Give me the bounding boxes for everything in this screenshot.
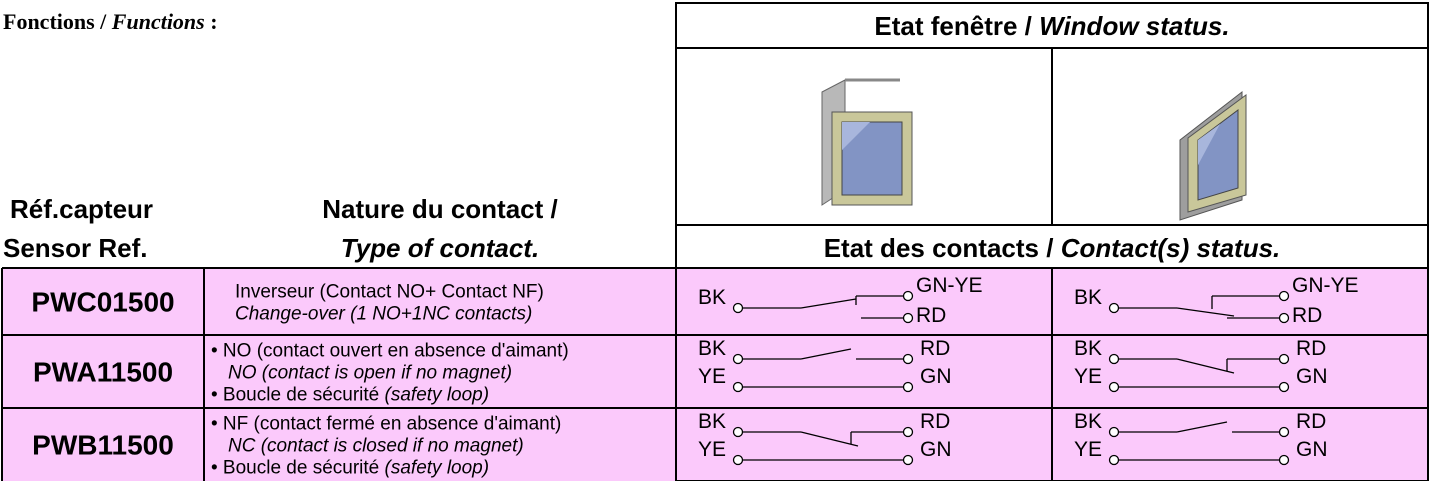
contact-description: • NF (contact fermé en absence d'aimant): [211, 414, 561, 435]
text-run: • Boucle de sécurité: [211, 458, 385, 479]
sensor-ref: PWB11500: [32, 430, 174, 461]
wire-label: YE: [1074, 438, 1102, 461]
terminal: [732, 426, 744, 438]
terminal: [1278, 353, 1290, 365]
contact-description: Inverseur (Contact NO+ Contact NF): [235, 282, 544, 303]
contact-description: NO (contact is open if no magnet): [228, 363, 512, 384]
wire-label: RD: [1292, 304, 1322, 327]
terminal: [902, 353, 914, 365]
wire: [800, 431, 859, 447]
contact-description: • Boucle de sécurité (safety loop): [211, 458, 489, 479]
wire-label: RD: [920, 410, 950, 433]
sensor-ref: PWA11500: [33, 357, 173, 388]
wire: [800, 348, 852, 360]
column-header: Réf.capteur: [10, 194, 153, 224]
column-header: Nature du contact /: [322, 194, 557, 224]
window-status-heading: Etat fenêtre / Window status.: [874, 11, 1229, 41]
wire: [1176, 421, 1228, 433]
page-title: Fonctions / Functions :: [3, 9, 218, 34]
text-run: Inverseur (Contact NO+ Contact NF): [235, 282, 544, 303]
terminal: [902, 290, 914, 302]
text-run: Etat des contacts /: [824, 233, 1061, 263]
terminal: [902, 426, 914, 438]
wire-label: RD: [1296, 337, 1326, 360]
terminal: [1278, 426, 1290, 438]
text-run: • Boucle de sécurité: [211, 385, 385, 406]
wire-label: BK: [1074, 286, 1102, 309]
terminal: [1108, 454, 1120, 466]
terminal: [732, 454, 744, 466]
terminal: [902, 381, 914, 393]
wire-label: BK: [698, 410, 726, 433]
terminal: [902, 312, 914, 324]
text-run: (safety loop): [385, 385, 490, 406]
contact-description: • NO (contact ouvert en absence d'aimant…: [211, 341, 569, 362]
text-run: NO (contact is open if no magnet): [228, 363, 512, 384]
text-run: :: [205, 9, 218, 34]
contact-description: NC (contact is closed if no magnet): [228, 436, 524, 457]
column-header: Type of contact.: [341, 233, 539, 263]
terminal: [732, 302, 744, 314]
wire-label: RD: [1296, 410, 1326, 433]
wire-label: YE: [1074, 365, 1102, 388]
terminal: [1108, 426, 1120, 438]
terminal: [1108, 381, 1120, 393]
terminal: [732, 381, 744, 393]
text-run: Etat fenêtre /: [874, 11, 1039, 41]
sensor-ref: PWC01500: [31, 287, 174, 318]
text-run: NC (contact is closed if no magnet): [228, 436, 524, 457]
terminal: [1278, 454, 1290, 466]
wire: [1176, 358, 1235, 374]
terminal: [1278, 290, 1290, 302]
contact-description: • Boucle de sécurité (safety loop): [211, 385, 489, 406]
window-open-icon: [821, 78, 913, 206]
text-run: Fonctions /: [3, 9, 112, 34]
wire-label: GN-YE: [916, 274, 983, 297]
terminal: [1108, 302, 1120, 314]
text-run: Functions: [111, 9, 205, 34]
column-header: Sensor Ref.: [3, 233, 148, 263]
contact-status-heading: Etat des contacts / Contact(s) status.: [824, 233, 1281, 263]
text-run: Contact(s) status.: [1061, 233, 1281, 263]
wire-label: GN: [1296, 438, 1328, 461]
terminal: [902, 454, 914, 466]
terminal: [1108, 353, 1120, 365]
contact-description: Change-over (1 NO+1NC contacts): [235, 304, 532, 325]
wire-label: GN: [920, 365, 952, 388]
wire-label: YE: [698, 365, 726, 388]
wire-label: GN: [920, 438, 952, 461]
window-closed-icon: [1179, 90, 1247, 221]
terminal: [1278, 312, 1290, 324]
wire-label: GN-YE: [1292, 274, 1359, 297]
text-run: (safety loop): [385, 458, 490, 479]
wire-label: BK: [698, 337, 726, 360]
wire-label: RD: [916, 304, 946, 327]
text-run: • NO (contact ouvert en absence d'aimant…: [211, 341, 569, 362]
wire-label: GN: [1296, 365, 1328, 388]
wire-label: BK: [1074, 337, 1102, 360]
terminal: [732, 353, 744, 365]
text-run: Change-over (1 NO+1NC contacts): [235, 304, 532, 325]
wire-label: YE: [698, 438, 726, 461]
wire: [1176, 307, 1235, 317]
text-run: • NF (contact fermé en absence d'aimant): [211, 414, 561, 435]
wire: [800, 298, 857, 309]
wire-label: RD: [920, 337, 950, 360]
wire-label: BK: [698, 286, 726, 309]
terminal: [1278, 381, 1290, 393]
text-run: Window status.: [1039, 11, 1229, 41]
wire-label: BK: [1074, 410, 1102, 433]
row-background: [2, 268, 1428, 481]
